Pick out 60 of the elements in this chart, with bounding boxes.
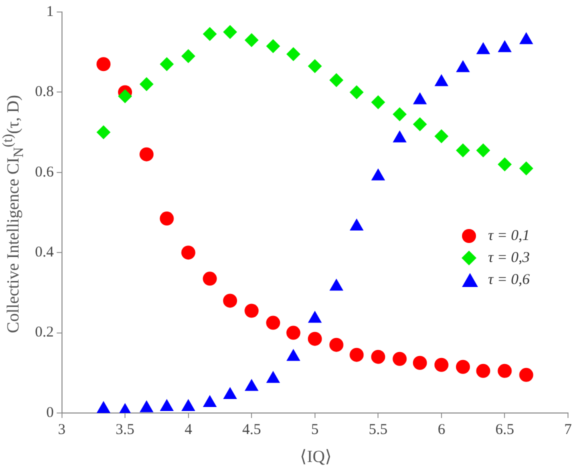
point [181, 246, 196, 260]
point [434, 358, 448, 372]
point [392, 107, 407, 122]
y-tick-label: 0.8 [35, 84, 54, 100]
x-tick-label: 5 [311, 422, 319, 438]
point [140, 147, 154, 162]
x-tick-label: 4.5 [242, 422, 261, 438]
y-tick-label: 0.6 [35, 164, 54, 180]
point [519, 368, 534, 382]
point [286, 326, 300, 340]
point [412, 356, 427, 370]
point [202, 27, 217, 42]
point [371, 350, 386, 364]
legend-label: τ = 0,1 [488, 228, 530, 244]
point [456, 143, 470, 158]
x-tick-label: 5.5 [368, 422, 388, 438]
point [308, 59, 322, 74]
point [244, 304, 259, 318]
point [456, 360, 470, 374]
x-tick-label: 6.5 [495, 422, 514, 438]
legend-label: τ = 0,3 [488, 250, 530, 266]
point [350, 348, 364, 362]
y-tick-label: 0.4 [35, 244, 54, 261]
point [118, 89, 132, 104]
point [371, 95, 386, 110]
point [519, 161, 534, 176]
point [498, 364, 512, 378]
point [498, 157, 512, 172]
point [476, 143, 490, 158]
point [392, 352, 407, 366]
legend-label: τ = 0,6 [488, 272, 530, 288]
point [223, 294, 238, 308]
y-tick-label: 1 [46, 4, 54, 20]
point [266, 39, 280, 54]
x-tick-label: 3.5 [116, 422, 134, 438]
point [412, 117, 427, 132]
x-tick-label: 3 [58, 422, 66, 438]
point [140, 77, 154, 92]
point [329, 338, 344, 352]
point [181, 49, 196, 64]
point [223, 25, 238, 40]
point [160, 212, 174, 226]
point [308, 332, 322, 346]
x-axis-title: ⟨IQ⟩ [300, 446, 332, 467]
y-tick-label: 0.2 [35, 324, 54, 341]
point [266, 316, 280, 330]
y-tick-label: 0 [46, 404, 54, 421]
point [434, 129, 448, 144]
point [244, 33, 259, 48]
point [160, 57, 174, 72]
point [202, 272, 217, 286]
x-tick-label: 4 [184, 422, 193, 438]
point [329, 73, 344, 88]
point [96, 125, 111, 140]
point [286, 47, 300, 62]
point [350, 85, 364, 100]
point [96, 57, 111, 72]
point [476, 364, 490, 378]
x-tick-label: 6 [438, 422, 446, 438]
x-tick-label: 7 [564, 422, 572, 438]
